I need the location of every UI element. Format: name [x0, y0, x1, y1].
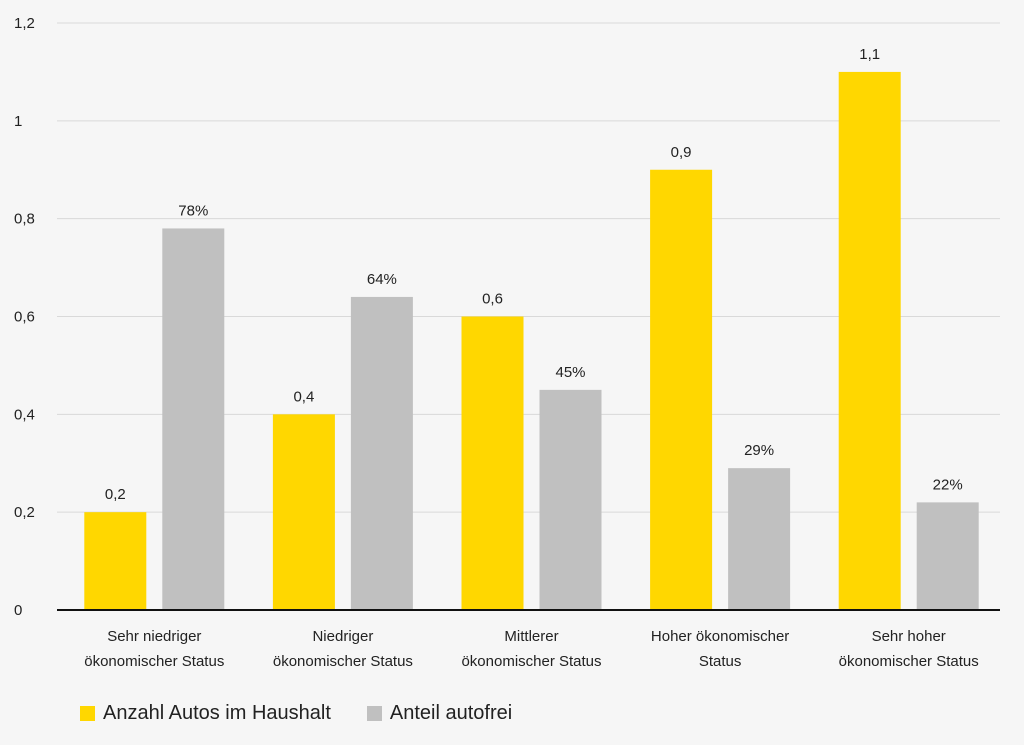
legend: Anzahl Autos im Haushalt Anteil autofrei [80, 702, 548, 725]
legend-swatch-autos [80, 706, 95, 721]
bar-autos[interactable] [84, 512, 147, 610]
x-category-label: Sehr niedriger [107, 628, 201, 645]
data-label-autos: 0,9 [671, 144, 692, 161]
data-label-autos: 0,6 [482, 291, 503, 308]
data-label-autofrei: 78% [178, 202, 208, 219]
x-category-label: Niedriger [312, 628, 373, 645]
data-label-autofrei: 45% [555, 364, 585, 381]
y-tick-label: 0,6 [14, 309, 35, 326]
data-label-autofrei: 64% [367, 271, 397, 288]
bar-autofrei[interactable] [916, 502, 979, 610]
legend-item-autofrei[interactable]: Anteil autofrei [366, 702, 513, 725]
y-tick-label: 0,2 [14, 504, 35, 521]
y-tick-label: 0,4 [14, 406, 35, 423]
data-label-autofrei: 29% [744, 442, 774, 459]
bar-autos[interactable] [650, 169, 713, 610]
bar-autos[interactable] [838, 71, 901, 610]
x-category-label: Status [699, 653, 742, 670]
y-tick-label: 0,8 [14, 211, 35, 228]
x-category-label: ökonomischer Status [461, 653, 601, 670]
x-category-label: Hoher ökonomischer [651, 628, 789, 645]
x-axis: Sehr niedriger ökonomischer Status Niedrig… [57, 609, 1000, 670]
data-label-autofrei: 22% [933, 476, 963, 493]
data-labels: 0,2 78% 0,4 64% 0,6 45% 0,9 29% 1,1 22% [105, 46, 963, 503]
bar-autos[interactable] [461, 316, 524, 611]
bar-autos[interactable] [272, 414, 335, 610]
legend-swatch-autofrei [366, 706, 382, 721]
bar-autofrei[interactable] [539, 389, 602, 610]
x-category-label: ökonomischer Status [273, 653, 413, 670]
y-axis: 0 0,2 0,4 0,6 0,8 1 1,2 [14, 15, 35, 619]
data-label-autos: 1,1 [859, 46, 880, 63]
bar-autofrei[interactable] [728, 468, 791, 610]
legend-label-autos: Anzahl Autos im Haushalt [103, 702, 331, 724]
data-label-autos: 0,2 [105, 486, 126, 503]
x-category-label: ökonomischer Status [84, 653, 224, 670]
data-label-autos: 0,4 [293, 388, 314, 405]
y-tick-label: 1,2 [14, 15, 35, 32]
x-category-label: ökonomischer Status [839, 653, 979, 670]
y-tick-label: 0 [14, 602, 22, 619]
bar-autofrei[interactable] [350, 296, 413, 610]
y-tick-label: 1 [14, 113, 22, 130]
legend-item-autos[interactable]: Anzahl Autos im Haushalt [80, 702, 331, 725]
bar-chart: 0 0,2 0,4 0,6 0,8 1 1,2 0,2 78% 0,4 64% 0,6 45% 0,9 2… [14, 15, 1000, 670]
x-category-label: Mittlerer [504, 628, 558, 645]
bar-autofrei[interactable] [162, 228, 225, 610]
legend-label-autofrei: Anteil autofrei [389, 702, 513, 724]
bars [84, 71, 979, 611]
x-category-label: Sehr hoher [872, 628, 946, 645]
